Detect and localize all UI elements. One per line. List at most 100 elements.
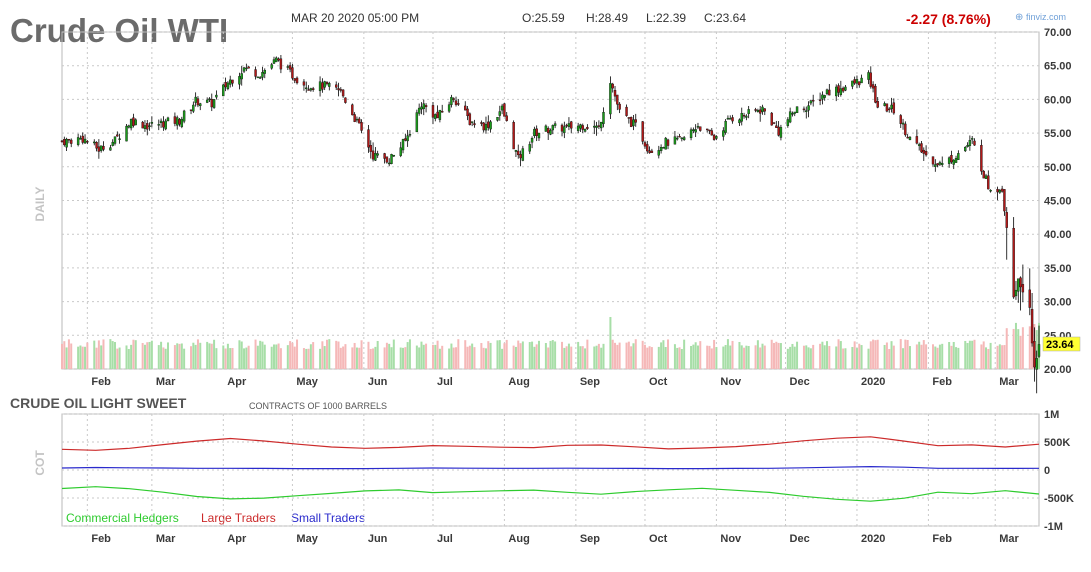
volume-bar [95,347,98,369]
volume-bar [996,345,999,369]
candle-body [500,105,504,111]
candle-body [920,143,923,153]
candle-body [422,103,425,110]
volume-bar [763,345,766,369]
candle-body [904,123,907,136]
candle-body [146,123,149,130]
cot-x-tick-label: Oct [649,533,668,545]
volume-bar [484,348,487,369]
volume-bar [998,344,1001,369]
candle-body [546,128,550,133]
volume-bar [521,341,524,369]
candle-body [519,154,522,159]
volume-bar [577,341,580,369]
candle-body [535,128,538,136]
candle-body [583,128,587,132]
candle-body [627,117,631,119]
candle-body [335,84,338,88]
candle-body [821,94,824,100]
volume-bar [512,345,515,369]
candle-body [65,138,68,148]
cot-x-tick-label: May [296,533,318,545]
volume-bar [726,339,729,369]
volume-bar [344,344,347,369]
volume-bar [77,346,80,369]
volume-bar [374,346,377,369]
cot-x-tick-label: Feb [91,533,111,545]
volume-bar [254,339,257,369]
candle-body [256,76,260,79]
candle-body [892,102,896,114]
volume-bar [372,348,375,369]
candle-body [1012,227,1015,298]
volume-bar [448,348,451,369]
price-x-tick-label: Dec [790,376,810,388]
volume-bar [567,343,570,369]
price-x-tick-label: May [296,376,318,388]
cot-x-tick-label: Jun [368,533,388,545]
candle-body [899,115,902,124]
volume-bar [496,340,499,369]
volume-bar [920,344,923,369]
candle-body [867,72,870,80]
volume-bar [118,347,121,369]
candle-body [70,139,73,144]
volume-bar [173,345,176,369]
volume-bar [570,346,573,369]
volume-bar [231,348,234,369]
volume-bar [531,341,534,369]
candle-body [731,117,734,122]
candle-body [118,138,121,140]
candle-body [434,114,437,119]
candle-body [599,121,603,129]
brand-label[interactable]: finviz.com [1026,12,1066,22]
volume-bar [676,347,679,369]
volume-bar [289,341,292,369]
candle-body [318,81,322,92]
volume-bar [190,346,193,369]
volume-bar [358,347,361,369]
candle-body [871,84,875,89]
volume-bar [162,347,165,369]
price-x-tick-label: Sep [580,376,600,388]
price-x-tick-label: Feb [91,376,111,388]
volume-bar [342,346,345,369]
volume-bar [738,341,741,369]
volume-bar [533,346,536,369]
candle-body [113,136,117,144]
volume-bar [385,342,388,369]
candle-body [498,111,502,116]
volume-bar [141,342,144,369]
candle-body [625,106,628,116]
volume-bar [722,346,725,369]
volume-bar [597,343,600,369]
volume-bar [81,346,84,369]
candle-body [966,145,969,148]
volume-bar [436,340,439,369]
volume-bar [551,340,554,369]
candle-body [754,109,757,111]
candle-body [560,124,564,132]
candle-body [602,112,605,124]
volume-bar [537,340,540,369]
candle-body [917,144,921,146]
candle-body [805,110,808,112]
volume-bar [796,341,799,369]
candle-body [791,113,794,115]
volume-bar [973,339,976,369]
volume-bar [828,345,831,369]
volume-bar [312,342,315,369]
volume-bar [650,347,653,369]
volume-bar [805,345,808,369]
candle-body [678,135,681,138]
candle-body [229,79,232,85]
candle-body [841,87,845,92]
cot-x-tick-label: Mar [999,533,1019,545]
volume-bar [132,339,135,369]
candle-body [376,153,379,156]
cot-line-small-traders [61,465,1040,470]
volume-bar [565,346,568,369]
candle-body [680,137,684,140]
